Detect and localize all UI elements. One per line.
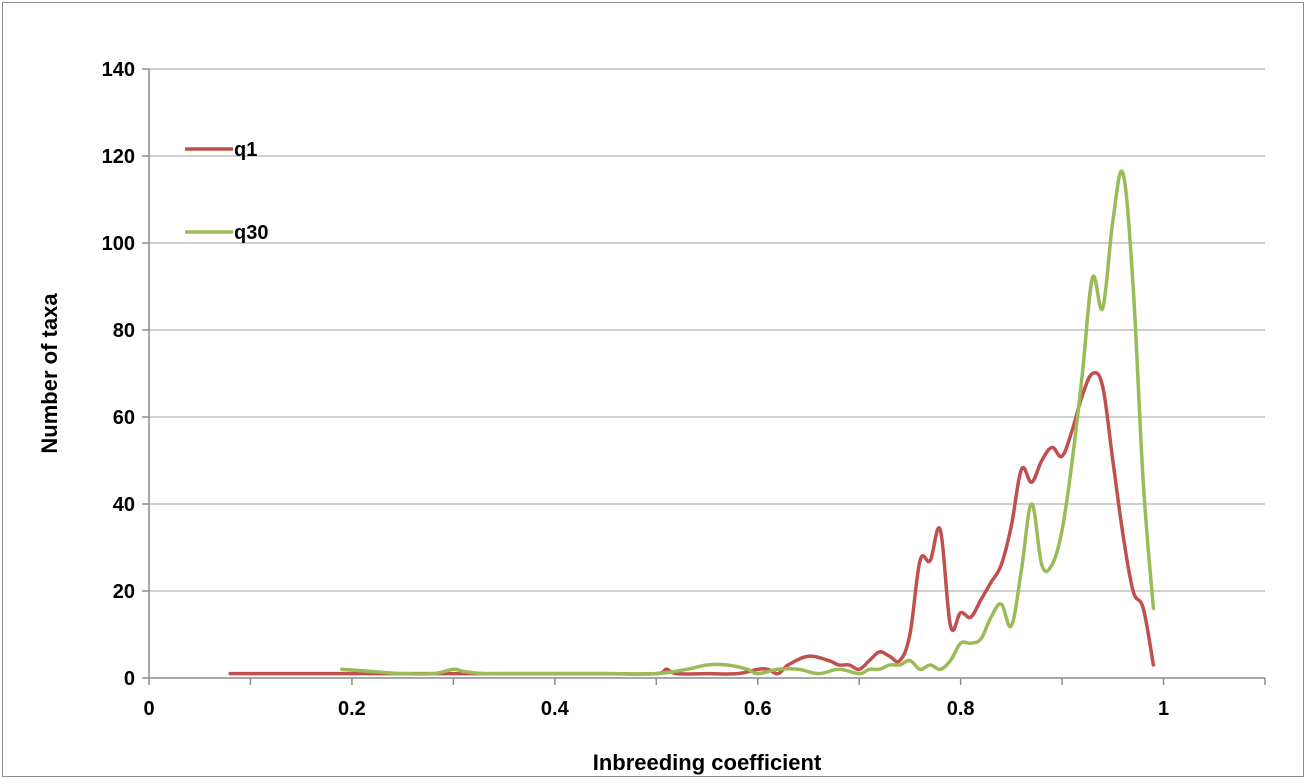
y-tick-label-1: 20 [113,581,135,603]
tick-labels: 0 20 40 60 80 100 120 140 0 0.2 0.4 0.6 0.8 1 [102,59,1169,720]
y-tick-label-7: 140 [102,59,135,81]
y-tick-label-3: 60 [113,407,135,429]
series-line-q30 [340,169,1156,676]
y-tick-label-0: 0 [124,668,135,690]
line-chart: 0 20 40 60 80 100 120 140 0 0.2 0.4 0.6 0.8 1 q1 q30 I… [37,59,1266,775]
y-tick-label-5: 100 [102,233,135,255]
gridlines [149,68,1265,592]
series-lines [228,169,1156,676]
x-tick-label-3: 0.6 [744,698,772,720]
y-tick-label-2: 40 [113,494,135,516]
axes [142,68,1266,685]
x-tick-label-0: 0 [143,698,154,720]
y-tick-label-6: 120 [102,146,135,168]
legend-label-q30: q30 [234,222,268,244]
x-axis-title: Inbreeding coefficient [593,750,822,775]
series-line-q1 [228,370,1156,676]
x-tick-label-5: 1 [1158,698,1169,720]
x-tick-label-1: 0.2 [338,698,366,720]
x-tick-label-2: 0.4 [541,698,570,720]
legend: q1 q30 [185,139,268,244]
y-tick-label-4: 80 [113,320,135,342]
legend-label-q1: q1 [234,139,257,161]
x-tick-label-4: 0.8 [947,698,975,720]
y-axis-title: Number of taxa [37,293,62,454]
